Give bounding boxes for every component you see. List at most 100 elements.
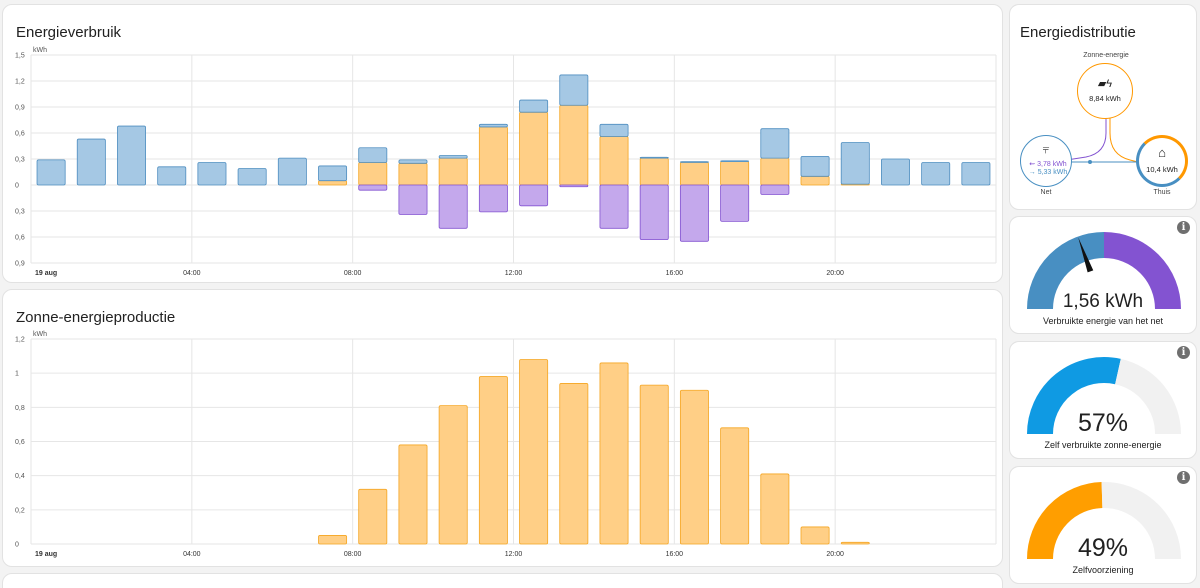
bar-grid [358, 147, 388, 163]
gauge-fill-arc [1027, 482, 1103, 560]
bar-grid [117, 125, 146, 186]
bar-solar [398, 444, 428, 545]
x-tick-label: 19 aug [35, 270, 57, 277]
bar-grid [961, 162, 991, 186]
solar-production-chart[interactable]: kWh 1,2 1 0,8 0,6 0,4 0,2 0 19 aug 04:00 08:00 12:0… [3, 290, 1004, 568]
flow-dot [1088, 160, 1092, 164]
bar-solar [398, 162, 428, 186]
bar-solar [760, 157, 790, 186]
bar-solar [800, 526, 830, 545]
y-tick-label: 0 [15, 542, 19, 549]
home-label: Thuis [1153, 189, 1171, 196]
y-tick-label: 0 [15, 183, 19, 190]
solar-value: 8,84 kWh [1089, 94, 1121, 103]
home-node[interactable]: ⌂ 10,4 kWh [1136, 135, 1188, 187]
y-tick-label: 0,2 [15, 507, 25, 514]
bar-solar [559, 383, 589, 545]
bar-grid [720, 160, 750, 163]
bar-grid [840, 142, 870, 185]
x-tick-label: 12:00 [505, 270, 523, 277]
bar-grid [398, 159, 428, 164]
x-tick-label: 19 aug [35, 551, 57, 558]
self-consumed-gauge-card: i 57% Zelf verbruikte zonne-energie [1009, 341, 1197, 459]
y-tick-label: 0,4 [15, 473, 25, 480]
gauge-fill-arc [1027, 357, 1121, 435]
y-tick-label: 0,6 [15, 439, 25, 446]
bar-grid [559, 74, 589, 106]
x-tick-label: 08:00 [344, 270, 362, 277]
bar-grid [679, 161, 709, 163]
bar-return [358, 184, 388, 191]
solar-label: Zonne-energie [1083, 52, 1129, 59]
bar-solar [478, 376, 508, 545]
bar-return [519, 184, 549, 207]
bar-grid [438, 155, 468, 159]
grid-export: → 5,33 kWh [1023, 169, 1073, 176]
bar-grid [881, 158, 910, 186]
bar-solar [358, 162, 388, 186]
bar-solar [559, 104, 589, 186]
bar-solar [800, 175, 830, 186]
self-sufficiency-gauge [1027, 482, 1181, 560]
x-tick-label: 20:00 [826, 551, 844, 558]
home-value: 10,4 kWh [1146, 165, 1178, 174]
y-tick-label: 0,8 [15, 405, 25, 412]
self-consumed-gauge [1027, 357, 1181, 435]
y-tick-label: 0,6 [15, 235, 25, 242]
grid-import-arrow: ⇜ [1029, 161, 1036, 168]
y-tick-label: 1,2 [15, 337, 25, 344]
bar-grid [519, 99, 549, 113]
bar-solar [318, 180, 348, 186]
info-icon[interactable]: i [1177, 221, 1190, 234]
grid-energy-gauge [1027, 232, 1181, 310]
bar-grid [318, 165, 348, 182]
bar-solar [478, 126, 508, 186]
bar-return [478, 184, 508, 213]
y-tick-label: 0,3 [15, 157, 25, 164]
solar-production-card: Zonne-energieproductie kWh 1,2 1 0,8 0,6 0,4 0… [2, 289, 1003, 567]
x-tick-label: 04:00 [183, 270, 201, 277]
grid-import: ⇜ 3,78 kWh [1023, 160, 1073, 168]
bar-solar [599, 362, 629, 545]
grid-node[interactable]: ⫧ ⇜ 3,78 kWh → 5,33 kWh [1020, 135, 1072, 187]
gauge-rest-arc [1103, 232, 1181, 310]
bar-grid [157, 166, 187, 186]
bar-return [599, 184, 629, 229]
y-tick-label: 0,9 [15, 261, 25, 268]
x-tick-label: 16:00 [666, 270, 684, 277]
solar-node[interactable]: ▰ϟ 8,84 kWh [1077, 63, 1133, 119]
y-tick-label: 1 [15, 371, 19, 378]
bar-solar [679, 162, 709, 186]
grid-energy-gauge-card: i 1,56 kWh Verbruikte energie van het ne… [1009, 216, 1197, 334]
bar-solar [438, 405, 468, 545]
bar-solar [840, 541, 870, 545]
bar-solar [438, 157, 468, 186]
info-icon[interactable]: i [1177, 346, 1190, 359]
x-tick-label: 16:00 [666, 551, 684, 558]
info-icon[interactable]: i [1177, 471, 1190, 484]
consumption-card: Energieverbruik kWh 1,5 1,2 0,9 0,6 0,3 0 0,3 0,… [2, 4, 1003, 283]
home-icon: ⌂ [1158, 145, 1166, 160]
next-card [2, 573, 1003, 588]
gauge-label: Verbruikte energie van het net [1042, 316, 1164, 326]
gauge-rest-arc [1101, 482, 1181, 560]
gauge-fill-arc [1027, 232, 1105, 310]
x-tick-label: 08:00 [344, 551, 362, 558]
solar-production-title: Zonne-energieproductie [16, 309, 176, 326]
y-unit-label: kWh [33, 47, 47, 54]
bar-solar [519, 359, 549, 545]
y-tick-label: 1,5 [15, 53, 25, 60]
bar-return [679, 184, 709, 242]
consumption-chart[interactable]: kWh 1,5 1,2 0,9 0,6 0,3 0 0,3 0,6 0,9 19 aug 04:00 0… [3, 5, 1004, 284]
bar-grid [639, 156, 669, 159]
x-tick-label: 04:00 [183, 551, 201, 558]
solar-panel-icon: ▰ϟ [1097, 78, 1113, 90]
bar-return [559, 184, 589, 188]
bar-grid [800, 155, 830, 177]
bar-grid [36, 159, 66, 186]
bar-grid [599, 123, 629, 137]
gauge-value: 57% [1077, 409, 1129, 437]
distribution-card: Energiedistributie Zonne-energie ▰ϟ 8,84… [1009, 4, 1197, 210]
gauge-rest-arc [1114, 358, 1181, 435]
bar-return [720, 184, 750, 222]
